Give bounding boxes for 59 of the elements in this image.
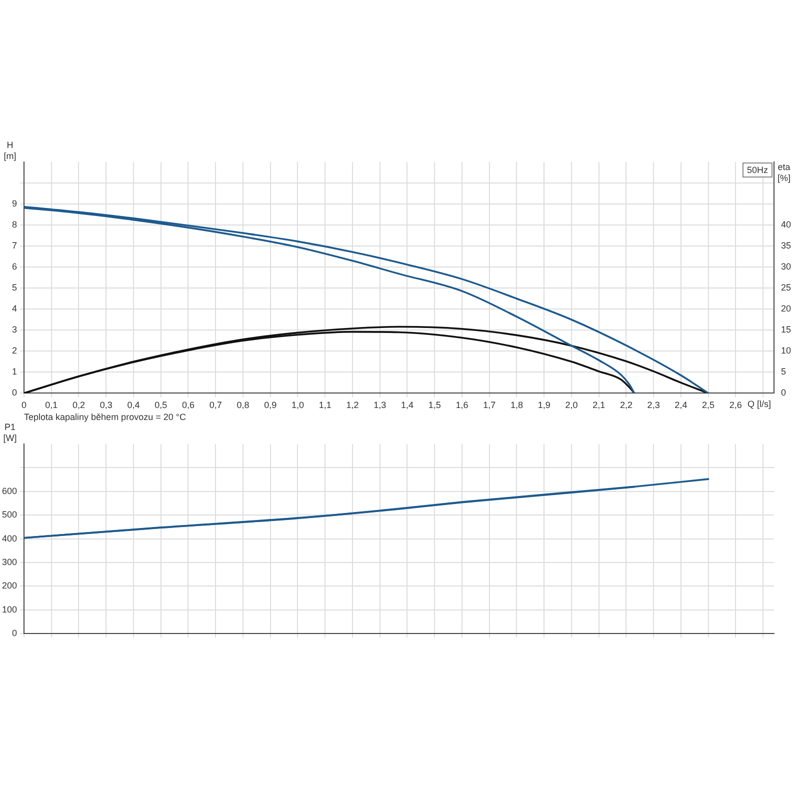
y-tick-label: 9 — [12, 198, 17, 209]
y-tick-label: 500 — [2, 510, 17, 520]
y-tick-label: 3 — [12, 324, 17, 335]
x-tick-label: 1,4 — [400, 400, 414, 410]
y2-tick-label: 20 — [781, 304, 792, 314]
y-tick-label: 600 — [2, 486, 17, 496]
y-tick-label: 7 — [12, 240, 17, 251]
x-tick-label: 2,3 — [647, 400, 660, 410]
y-tick-label: 400 — [2, 533, 17, 544]
y-tick-label: 1 — [12, 366, 17, 377]
x-tick-label: 2,6 — [729, 400, 742, 410]
y-tick-label: 0 — [12, 388, 17, 398]
y2-tick-label: 15 — [781, 324, 792, 335]
x-tick-label: 2,1 — [592, 400, 606, 410]
x-tick-label: 1,5 — [428, 400, 441, 410]
y-tick-label: 5 — [12, 282, 17, 293]
y-axis-title: P1 [W] — [3, 422, 17, 443]
y2-tick-label: 25 — [781, 282, 792, 293]
x-axis-title: Q [l/s] — [747, 399, 771, 410]
y-tick-label: 0 — [12, 628, 17, 638]
x-tick-label: 1,8 — [510, 400, 523, 410]
x-tick-label: 0,4 — [127, 400, 140, 410]
x-tick-label: 0,6 — [182, 400, 194, 410]
x-tick-label: 0,5 — [154, 400, 168, 410]
annotation: 50Hz — [746, 164, 768, 175]
x-tick-label: 1,0 — [291, 400, 304, 410]
y2-tick-label: 40 — [781, 220, 792, 230]
y2-tick-label: 35 — [781, 240, 792, 251]
y2-tick-label: 10 — [781, 346, 792, 356]
y-tick-label: 300 — [2, 556, 17, 567]
x-tick-label: 1,2 — [346, 400, 359, 410]
x-tick-label: 0,7 — [209, 400, 222, 410]
x-tick-label: 1,3 — [374, 400, 386, 410]
text: Teplota kapaliny během provozu = 20 °C — [24, 412, 186, 422]
x-tick-label: 2,2 — [620, 400, 632, 410]
x-tick-label: 2,5 — [702, 400, 715, 410]
y-tick-label: 100 — [2, 604, 17, 614]
y2-tick-label: 0 — [781, 388, 786, 398]
x-tick-label: 2,4 — [674, 400, 688, 410]
y-tick-label: 8 — [12, 220, 17, 230]
y2-tick-label: 30 — [781, 262, 792, 272]
y2-axis-title: eta [%] — [777, 162, 791, 183]
x-tick-label: 1,6 — [456, 400, 468, 410]
x-tick-label: 0 — [21, 400, 27, 410]
x-tick-label: 2,0 — [565, 400, 578, 410]
y-tick-label: 6 — [12, 262, 17, 272]
y-axis-title: H [m] — [4, 140, 16, 161]
y2-tick-label: 5 — [781, 366, 786, 377]
x-tick-label: 1,1 — [318, 400, 332, 410]
x-tick-label: 0,8 — [236, 400, 250, 410]
x-tick-label: 0,3 — [100, 400, 112, 410]
y-tick-label: 2 — [12, 346, 17, 356]
x-tick-label: 1,9 — [538, 400, 550, 410]
x-tick-label: 0,1 — [45, 400, 58, 410]
x-tick-label: 1,7 — [483, 400, 496, 410]
x-tick-label: 0,2 — [72, 400, 85, 410]
x-tick-label: 0,9 — [264, 400, 277, 410]
y-tick-label: 200 — [2, 580, 17, 591]
y-tick-label: 4 — [12, 304, 17, 314]
